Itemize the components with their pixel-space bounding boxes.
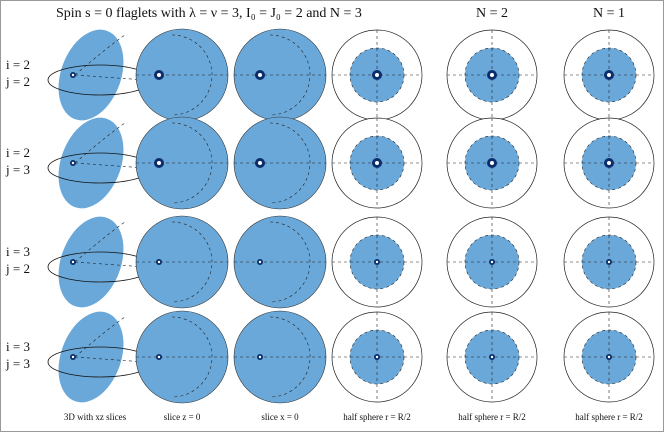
dashed-arc <box>171 316 213 398</box>
dashed-arc <box>269 122 311 204</box>
feature <box>490 260 494 264</box>
feature <box>490 161 494 165</box>
row-label: j = 3 <box>5 356 30 371</box>
feature <box>258 73 262 77</box>
feature <box>375 355 379 359</box>
row-label: i = 2 <box>6 145 30 160</box>
column-caption: slice z = 0 <box>164 412 201 422</box>
column-header: N = 1 <box>593 6 625 21</box>
feature <box>157 161 161 165</box>
feature <box>258 355 262 359</box>
feature <box>157 260 161 264</box>
row-label: j = 2 <box>5 74 30 89</box>
row-label: j = 3 <box>5 162 30 177</box>
row-label: i = 2 <box>6 57 30 72</box>
sphere-3d <box>58 117 124 209</box>
column-caption: 3D with xz slices <box>64 412 127 422</box>
column-header: N = 2 <box>476 6 508 21</box>
dashed-arc <box>171 34 213 116</box>
feature <box>607 355 611 359</box>
feature <box>157 355 161 359</box>
column-caption: half sphere r = R/2 <box>575 412 643 422</box>
figure-title: Spin s = 0 flaglets with λ = ν = 3, I₀ =… <box>56 6 362 21</box>
dashed-arc <box>171 221 213 303</box>
sphere-3d <box>58 311 124 403</box>
feature <box>490 73 494 77</box>
feature <box>375 161 379 165</box>
sphere-3d <box>58 216 124 308</box>
row-label: i = 3 <box>6 244 30 259</box>
column-caption: slice x = 0 <box>261 412 299 422</box>
dashed-arc <box>74 34 126 76</box>
row-label: j = 2 <box>5 261 30 276</box>
dashed-arc <box>269 34 311 116</box>
feature <box>490 355 494 359</box>
sphere-3d <box>58 29 124 121</box>
feature <box>71 260 75 264</box>
column-caption: half sphere r = R/2 <box>343 412 411 422</box>
dashed-arc <box>74 122 126 164</box>
feature <box>375 260 379 264</box>
feature <box>258 260 262 264</box>
column-caption: half sphere r = R/2 <box>458 412 526 422</box>
feature <box>375 73 379 77</box>
feature <box>71 73 75 77</box>
feature <box>71 355 75 359</box>
feature <box>258 161 262 165</box>
dashed-arc <box>74 316 126 358</box>
feature <box>157 73 161 77</box>
dashed-arc <box>171 122 213 204</box>
feature <box>71 161 75 165</box>
dashed-arc <box>269 316 311 398</box>
feature <box>607 161 611 165</box>
feature <box>607 73 611 77</box>
dashed-arc <box>269 221 311 303</box>
feature <box>607 260 611 264</box>
row-label: i = 3 <box>6 339 30 354</box>
dashed-arc <box>74 221 126 263</box>
